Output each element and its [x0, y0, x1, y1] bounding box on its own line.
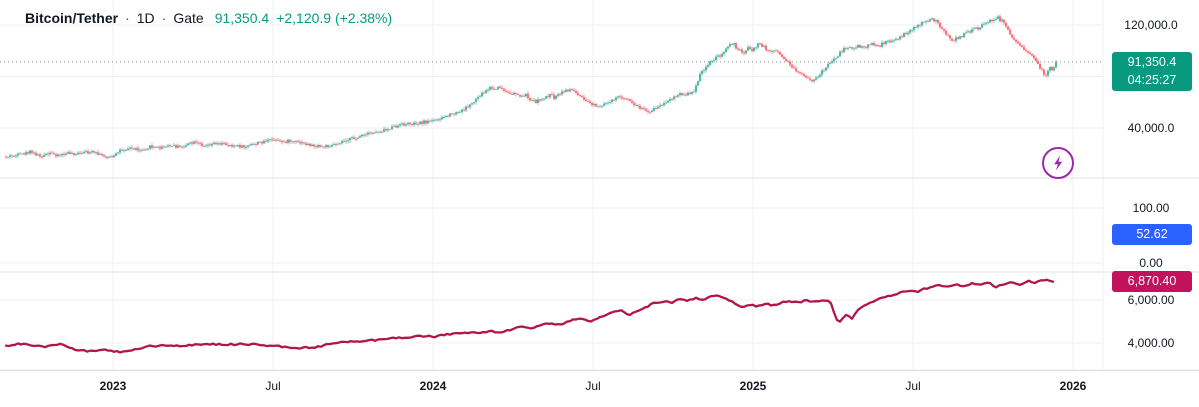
time-tick-label: 2023 [99, 379, 127, 393]
price-tick-label: 6,000.00 [1127, 293, 1175, 307]
legend-separator: · [125, 10, 130, 26]
price-tick-label: 100.00 [1132, 201, 1170, 215]
exchange-label[interactable]: Gate [173, 10, 204, 26]
main-price-badge: 91,350.4 04:25:27 [1112, 51, 1192, 91]
price-tick-label: 120,000.0 [1124, 18, 1178, 32]
price-tick-label: 40,000.0 [1127, 121, 1175, 135]
price-change-value: +2,120.9 (+2.38%) [276, 10, 393, 26]
time-tick-label: 2026 [1059, 379, 1087, 393]
interval-label[interactable]: 1D [136, 10, 155, 26]
lightning-icon [1054, 155, 1063, 171]
time-tick-label: Jul [905, 379, 921, 393]
grid-layer [0, 0, 1103, 370]
candlestick-series [5, 14, 1057, 160]
last-price-value: 91,350.4 [214, 10, 270, 26]
index-line-series [4, 278, 1055, 354]
time-tick-label: 2024 [419, 379, 447, 393]
pane-separators [0, 0, 1199, 371]
time-tick-label: Jul [585, 379, 601, 393]
oscillator-badge: 52.62 [1112, 224, 1192, 246]
price-tick-label: 4,000.00 [1127, 336, 1175, 350]
time-tick-label: Jul [265, 379, 281, 393]
price-tick-label: 0.00 [1139, 256, 1163, 270]
symbol-title[interactable]: Bitcoin/Tether [25, 10, 119, 26]
legend-separator: · [161, 10, 167, 26]
quick-trade-button[interactable] [1042, 147, 1074, 179]
index-badge: 6,870.40 [1112, 271, 1192, 293]
symbol-legend[interactable]: Bitcoin/Tether · 1D · Gate 91,350.4 +2,1… [25, 10, 392, 26]
time-tick-label: 2025 [739, 379, 767, 393]
time-axis[interactable]: 2023 Jul 2024 Jul 2025 Jul 2026 [0, 370, 1199, 407]
